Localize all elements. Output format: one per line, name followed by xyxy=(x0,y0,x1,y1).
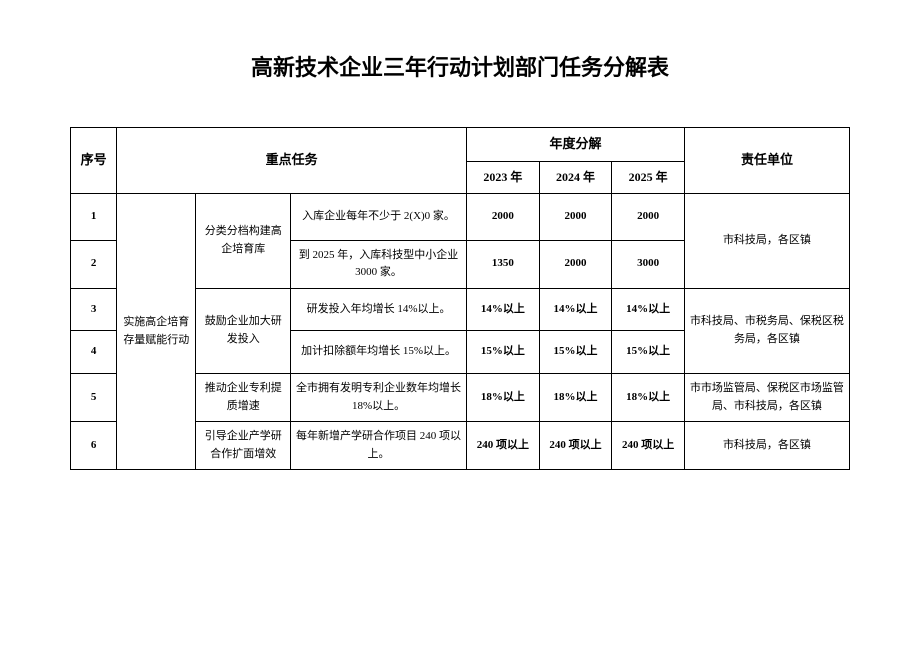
value-2024: 2000 xyxy=(539,193,612,240)
value-2023: 240 项以上 xyxy=(467,422,540,470)
header-row-1: 序号 重点任务 年度分解 责任单位 xyxy=(71,128,850,162)
value-2023: 14%以上 xyxy=(467,288,540,331)
resp-cell: 市科技局、市税务局、保税区税务局，各区镇 xyxy=(684,288,849,373)
value-2024: 240 项以上 xyxy=(539,422,612,470)
category-cell: 实施高企培育存量赋能行动 xyxy=(117,193,196,469)
value-2023: 1350 xyxy=(467,240,540,288)
value-2025: 3000 xyxy=(612,240,685,288)
task-cell: 加计扣除额年均增长 15%以上。 xyxy=(291,331,467,374)
subcategory-cell: 鼓励企业加大研发投入 xyxy=(196,288,291,373)
value-2024: 18%以上 xyxy=(539,373,612,421)
task-cell: 全市拥有发明专利企业数年均增长 18%以上。 xyxy=(291,373,467,421)
header-seq: 序号 xyxy=(71,128,117,194)
seq-cell: 1 xyxy=(71,193,117,240)
value-2024: 2000 xyxy=(539,240,612,288)
task-cell: 研发投入年均增长 14%以上。 xyxy=(291,288,467,331)
subcategory-cell: 引导企业产学研合作扩面增效 xyxy=(196,422,291,470)
value-2023: 15%以上 xyxy=(467,331,540,374)
resp-cell: 市科技局，各区镇 xyxy=(684,193,849,288)
value-2023: 2000 xyxy=(467,193,540,240)
task-cell: 到 2025 年，入库科技型中小企业 3000 家。 xyxy=(291,240,467,288)
value-2023: 18%以上 xyxy=(467,373,540,421)
table-row: 1 实施高企培育存量赋能行动 分类分档构建高企培育库 入库企业每年不少于 2(X… xyxy=(71,193,850,240)
value-2024: 14%以上 xyxy=(539,288,612,331)
seq-cell: 6 xyxy=(71,422,117,470)
subcategory-cell: 推动企业专利提质增速 xyxy=(196,373,291,421)
resp-cell: 市市场监管局、保税区市场监管局、市科技局，各区镇 xyxy=(684,373,849,421)
resp-cell: 市科技局，各区镇 xyxy=(684,422,849,470)
header-resp: 责任单位 xyxy=(684,128,849,194)
value-2025: 240 项以上 xyxy=(612,422,685,470)
seq-cell: 3 xyxy=(71,288,117,331)
page-title: 高新技术企业三年行动计划部门任务分解表 xyxy=(70,50,850,82)
value-2024: 15%以上 xyxy=(539,331,612,374)
header-annual: 年度分解 xyxy=(467,128,685,162)
task-cell: 入库企业每年不少于 2(X)0 家。 xyxy=(291,193,467,240)
seq-cell: 2 xyxy=(71,240,117,288)
value-2025: 18%以上 xyxy=(612,373,685,421)
task-table: 序号 重点任务 年度分解 责任单位 2023 年 2024 年 2025 年 1… xyxy=(70,127,850,470)
task-cell: 每年新增产学研合作项目 240 项以上。 xyxy=(291,422,467,470)
value-2025: 14%以上 xyxy=(612,288,685,331)
header-2025: 2025 年 xyxy=(612,161,685,193)
header-2023: 2023 年 xyxy=(467,161,540,193)
seq-cell: 5 xyxy=(71,373,117,421)
subcategory-cell: 分类分档构建高企培育库 xyxy=(196,193,291,288)
header-key-task: 重点任务 xyxy=(117,128,467,194)
seq-cell: 4 xyxy=(71,331,117,374)
header-2024: 2024 年 xyxy=(539,161,612,193)
value-2025: 15%以上 xyxy=(612,331,685,374)
value-2025: 2000 xyxy=(612,193,685,240)
document-page: 高新技术企业三年行动计划部门任务分解表 序号 重点任务 年度分解 责任单位 20… xyxy=(0,0,920,500)
